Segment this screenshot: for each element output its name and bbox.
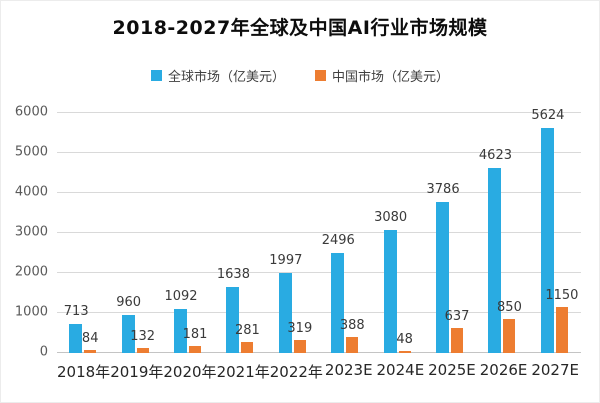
china-market-bar	[451, 327, 464, 353]
bar-value-label: 637	[444, 308, 470, 324]
china-market-bar	[398, 351, 411, 353]
y-axis-tick-label: 1000	[14, 304, 48, 320]
x-axis-label: 2020年	[163, 363, 217, 381]
bar-value-label: 960	[116, 294, 142, 310]
bar-value-label: 1638	[216, 267, 250, 283]
china-market-bar	[136, 347, 149, 353]
bar-value-label: 281	[235, 322, 260, 338]
bar-group: 4623 850	[476, 113, 528, 353]
x-axis-label: 2024E	[376, 361, 425, 379]
bar-groups: 713 84 960 132 1092 181 1638 281 1997 319 2496 388 3…	[57, 109, 581, 353]
legend-label-china-market: 中国市场（亿美元）	[332, 70, 450, 85]
bar-value-label: 4623	[478, 148, 512, 164]
bar-value-label: 3080	[374, 209, 408, 225]
bar-value-label: 1150	[545, 288, 579, 303]
bar-value-label: 3786	[426, 181, 460, 197]
china-market-bar	[555, 307, 568, 353]
global-market-bar	[540, 128, 554, 353]
global-market-bar	[121, 314, 135, 353]
legend-label-global-market: 全球市场（亿美元）	[167, 70, 285, 85]
legend-item-china-market: 中国市场（亿美元）	[315, 66, 449, 85]
x-axis-label: 2019年	[110, 363, 164, 381]
x-axis-label: 2018年	[57, 363, 111, 381]
bar-value-label: 132	[130, 328, 156, 344]
global-market-bar	[278, 273, 292, 353]
legend-item-global-market: 全球市场（亿美元）	[150, 66, 285, 85]
x-axis-label: 2025E	[428, 361, 476, 379]
global-market-bar	[436, 201, 450, 353]
chart-title: 2018-2027年全球及中国AI行业市场规模	[112, 17, 488, 39]
china-market-bar	[189, 345, 202, 353]
gridline: 2000	[15, 265, 581, 280]
bar-value-label: 850	[497, 300, 522, 315]
bar-value-label: 388	[339, 318, 365, 334]
bar-value-label: 84	[81, 330, 99, 346]
bar-value-label: 1092	[164, 289, 198, 305]
bar-value-label: 2496	[321, 233, 355, 249]
gridline: 3000	[15, 225, 581, 240]
x-axis-label: 2026E	[479, 361, 528, 379]
bar-group: 2496 388	[319, 113, 371, 353]
x-axis-label: 2022年	[269, 363, 323, 381]
y-axis-tick-label: 5000	[14, 144, 48, 160]
china-market-bar	[503, 319, 516, 353]
bar-value-label: 181	[182, 326, 208, 342]
bar-value-label: 319	[287, 321, 313, 337]
china-market-bar	[293, 340, 306, 353]
bar-group: 1092 181	[162, 113, 214, 353]
gridline: 1000	[15, 305, 581, 320]
bar-group: 1638 281	[214, 113, 266, 353]
gridline: 6000	[15, 105, 581, 120]
global-market-swatch-icon	[150, 70, 162, 81]
global-market-bar	[69, 324, 83, 353]
global-market-bar	[383, 229, 397, 353]
y-axis-tick-label: 6000	[14, 104, 48, 120]
x-axis: 2018年 2019年 2020年 2021年 2022年 2023E 2024E 2025E…	[57, 361, 581, 382]
bar-value-label: 713	[63, 304, 89, 320]
gridline: 0	[40, 345, 581, 360]
bar-value-label: 1997	[269, 253, 303, 269]
plot-area: 0 1000 2000 3000 4000 5000 6000 713 84 960 132 1092…	[15, 105, 581, 360]
global-market-bar	[331, 253, 345, 353]
bar-group: 3080 48	[371, 113, 423, 353]
y-axis-tick-label: 4000	[14, 184, 48, 200]
bar-value-label: 5624	[531, 108, 565, 124]
china-market-bar	[346, 337, 359, 353]
y-axis-tick-label: 2000	[14, 264, 48, 280]
global-market-bar	[226, 287, 240, 353]
china-market-bar	[84, 349, 97, 353]
y-axis-tick-label: 0	[39, 344, 48, 360]
x-axis-label: 2023E	[324, 361, 373, 379]
bar-group: 1997 319	[267, 113, 319, 353]
y-axis-tick-label: 3000	[14, 224, 48, 240]
bar-group: 960 132	[109, 113, 161, 353]
bar-group: 3786 637	[424, 113, 476, 353]
legend: 全球市场（亿美元） 中国市场（亿美元）	[1, 66, 599, 85]
global-market-bar	[488, 168, 502, 353]
bar-group: 5624 1150	[529, 109, 581, 353]
x-axis-label: 2027E	[531, 361, 579, 379]
bar-value-label: 48	[396, 332, 413, 347]
china-market-bar	[241, 341, 254, 353]
x-axis-label: 2021年	[216, 363, 270, 381]
global-market-bar	[174, 309, 188, 353]
gridline: 4000	[15, 185, 581, 200]
bar-group: 713 84	[57, 113, 109, 353]
gridline: 5000	[15, 145, 581, 160]
china-market-swatch-icon	[315, 70, 326, 81]
